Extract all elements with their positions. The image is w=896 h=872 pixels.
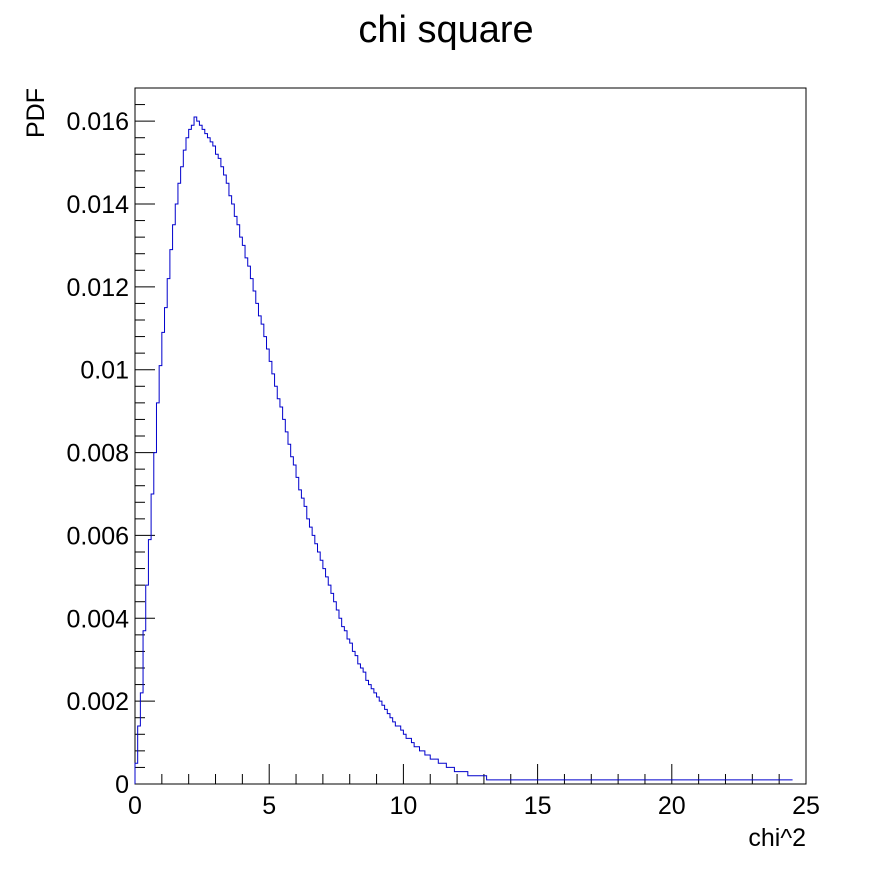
y-tick-label: 0.004 [66,605,129,633]
x-tick-label: 10 [389,792,417,820]
x-tick-label: 15 [524,792,552,820]
x-axis-label: chi^2 [748,824,806,852]
y-tick-label: 0.016 [66,108,129,136]
x-axis: 0 5 10 15 20 25 [128,764,820,820]
y-axis-label: PDF [22,88,50,138]
y-tick-label: 0.006 [66,522,129,550]
x-tick-label: 25 [792,792,820,820]
x-tick-label: 0 [128,792,142,820]
y-tick-label: 0.008 [66,440,129,468]
y-tick-label: 0.012 [66,274,129,302]
y-axis: 0 0.002 0.004 0.006 0.008 0.01 0.012 0.014 0.016 [66,87,155,799]
y-tick-label: 0 [115,771,129,799]
y-tick-label: 0.002 [66,688,129,716]
chart-title: chi square [358,9,533,51]
plot-frame [134,87,807,785]
y-tick-label: 0.014 [66,191,129,219]
x-tick-label: 20 [658,792,686,820]
histogram-line [134,116,793,784]
x-tick-label: 5 [262,792,276,820]
y-tick-label: 0.01 [80,357,129,385]
